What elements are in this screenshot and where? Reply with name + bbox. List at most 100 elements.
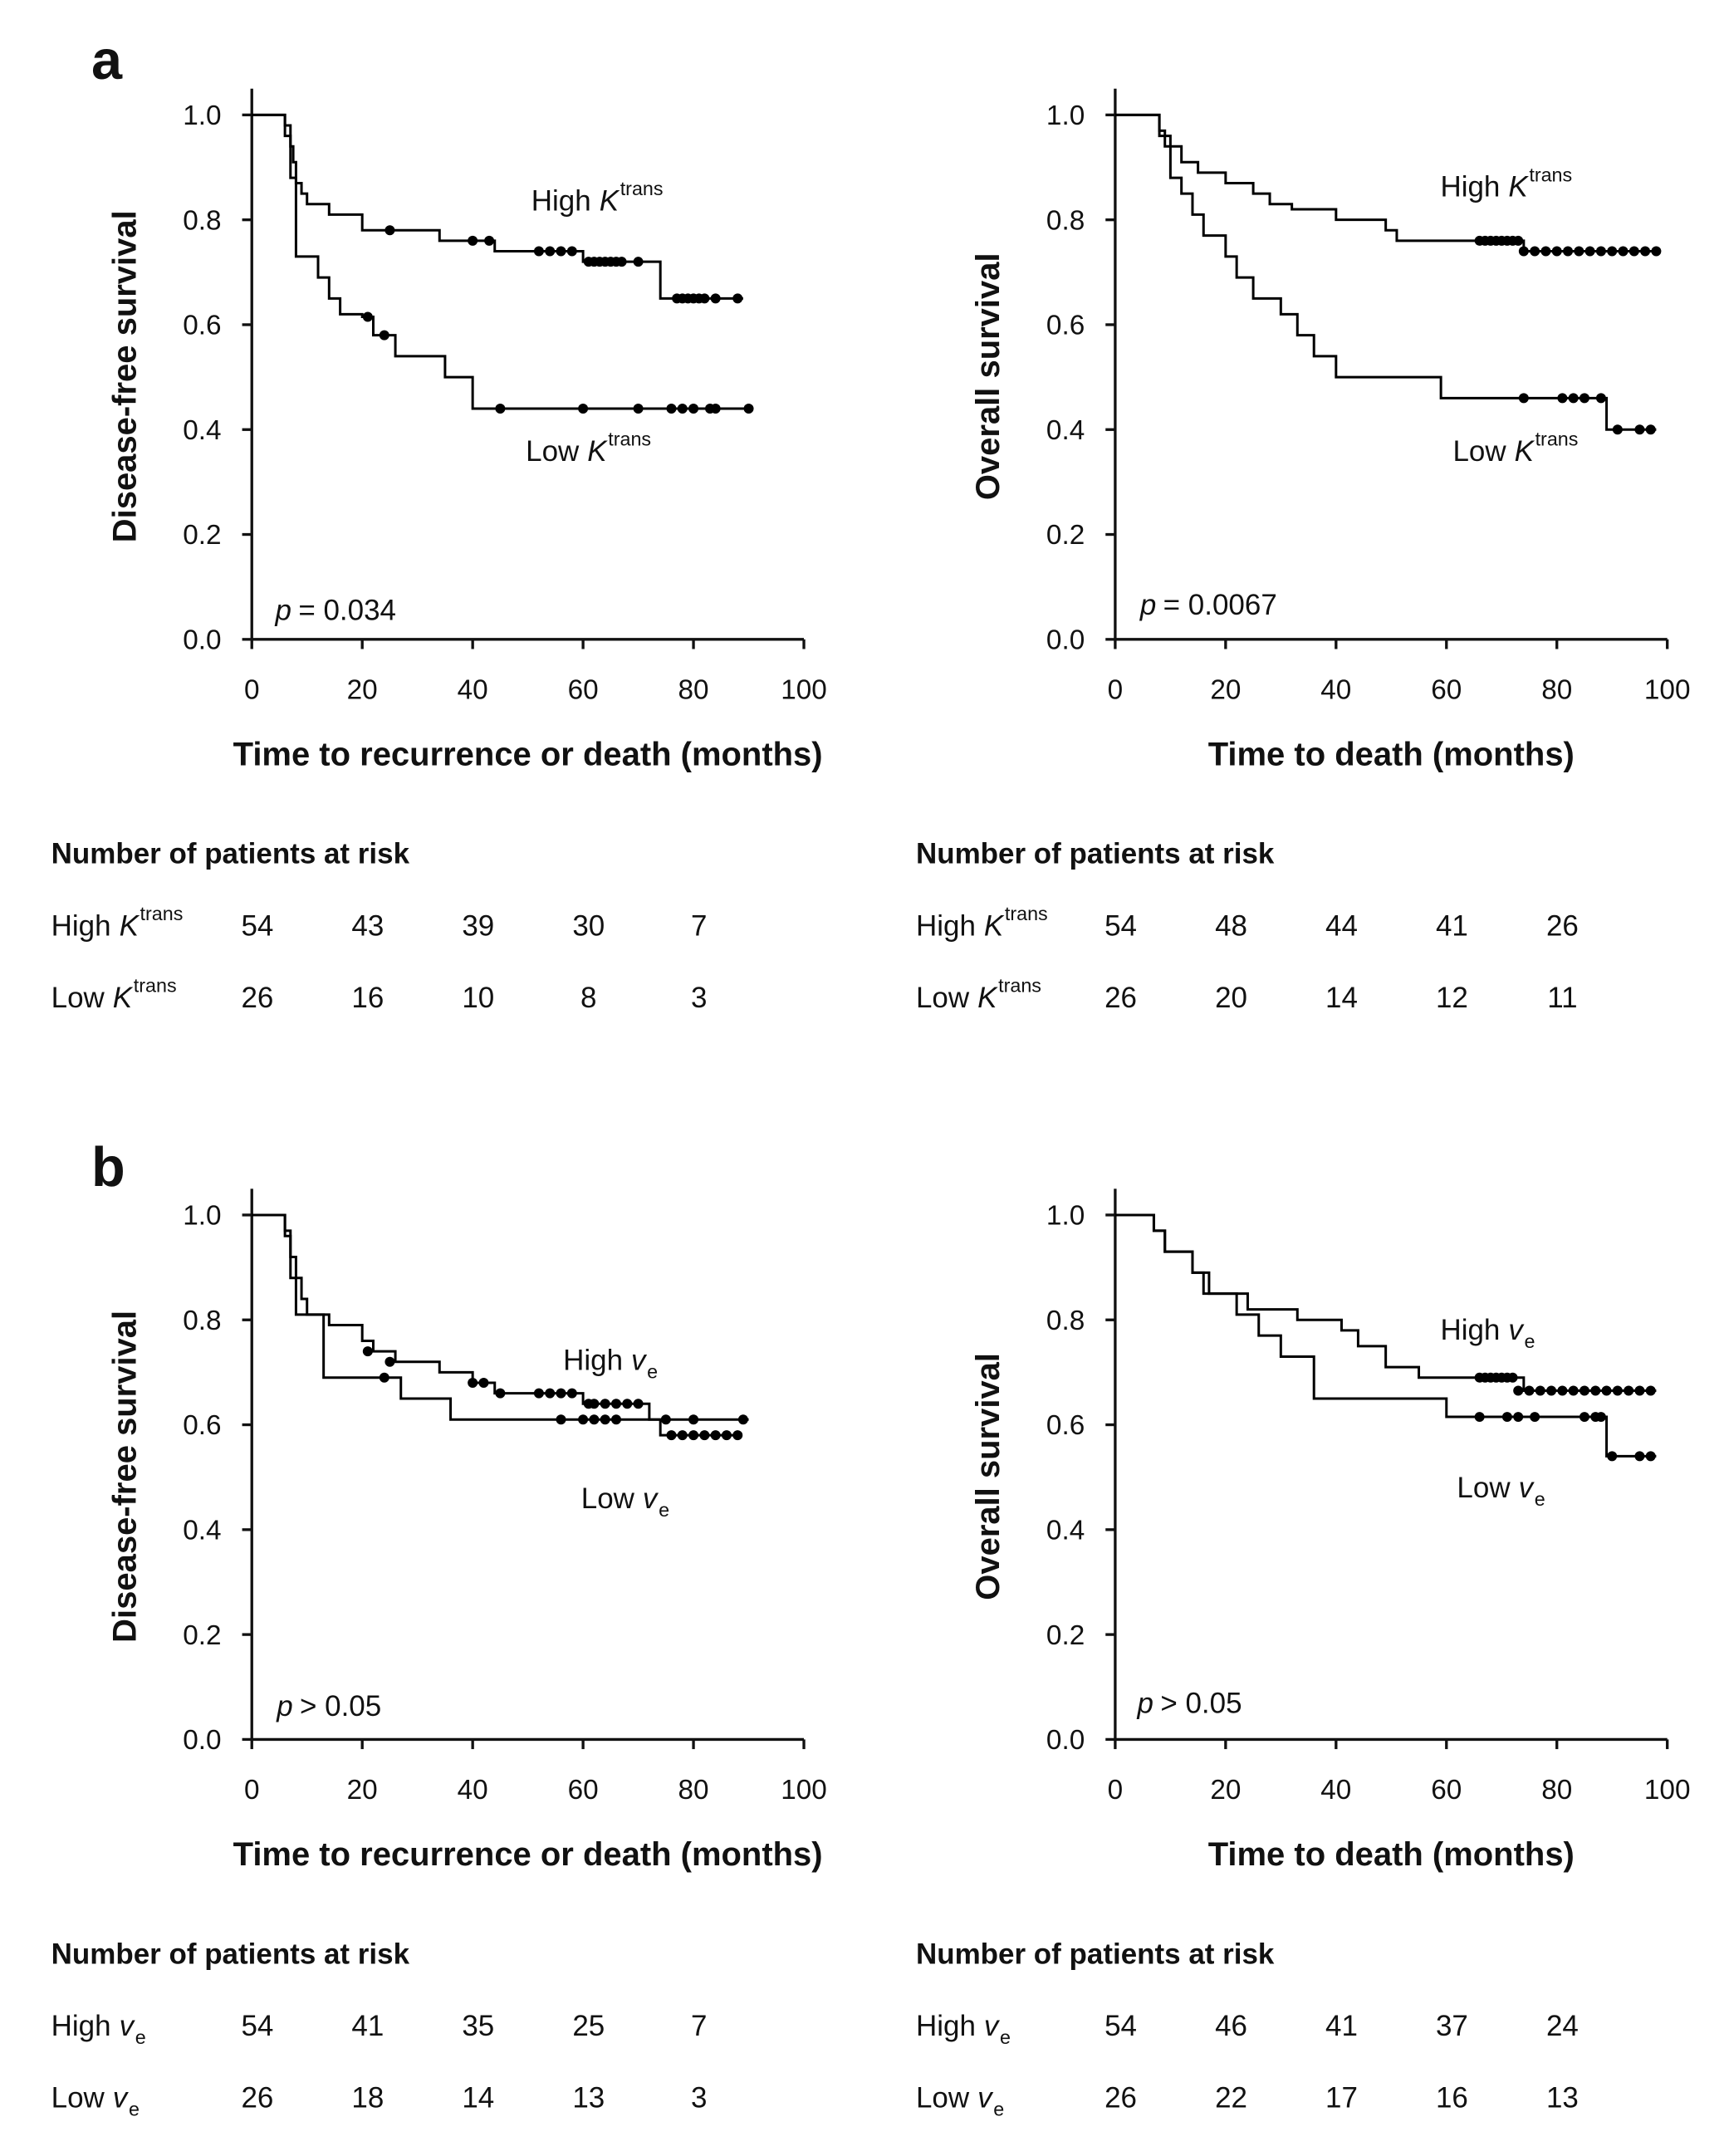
censor-mark	[633, 403, 644, 414]
risk-count: 12	[1436, 982, 1468, 1014]
risk-count: 18	[351, 2082, 384, 2114]
y-tick-label: 0.0	[183, 625, 221, 655]
series-label: High v e	[563, 1345, 658, 1383]
censor-mark	[1574, 246, 1584, 257]
survival-curve	[252, 113, 743, 300]
censor-mark	[1513, 235, 1524, 246]
y-tick-label: 0.6	[183, 311, 221, 341]
censor-mark	[616, 257, 627, 267]
censor-mark	[600, 1399, 610, 1409]
label-name: Low	[916, 982, 970, 1014]
censor-mark	[1568, 393, 1579, 404]
censor-mark	[1513, 1385, 1524, 1396]
y-tick-label: 0.4	[183, 415, 221, 446]
censor-mark	[1612, 1385, 1623, 1396]
censor-mark	[1640, 246, 1651, 257]
risk-count: 26	[1104, 2082, 1137, 2114]
risk-count: 16	[351, 982, 384, 1014]
x-tick-label: 0	[1108, 674, 1124, 705]
label-script: e	[647, 1361, 658, 1383]
censor-mark	[737, 1414, 748, 1425]
censor-mark	[1579, 1385, 1589, 1396]
series-label: High v e	[1440, 1314, 1535, 1352]
label-script: e	[135, 2026, 146, 2048]
label-script: e	[129, 2099, 140, 2120]
risk-count: 39	[462, 909, 494, 942]
risk-count: 16	[1436, 2082, 1468, 2114]
risk-count: 22	[1215, 2082, 1247, 2114]
y-tick-label: 0.4	[183, 1515, 221, 1546]
censor-mark	[1551, 246, 1562, 257]
label-script: trans	[608, 429, 651, 450]
x-tick-label: 40	[1320, 1775, 1351, 1806]
risk-count: 26	[241, 982, 273, 1014]
censor-mark	[484, 235, 495, 246]
p-text: > 0.05	[300, 1690, 381, 1722]
label-name: High	[916, 2010, 976, 2042]
p-text: = 0.0067	[1163, 589, 1277, 621]
label-symbol: K	[113, 982, 134, 1014]
risk-count: 3	[691, 2082, 707, 2114]
risk-table-title: Number of patients at risk	[51, 1938, 410, 1970]
label-script: trans	[134, 975, 177, 997]
risk-count: 14	[1325, 982, 1358, 1014]
censor-mark	[495, 403, 506, 414]
p-value: p > 0.05	[276, 1690, 381, 1722]
risk-count: 10	[462, 982, 494, 1014]
p-value: p = 0.034	[275, 595, 396, 627]
risk-count: 37	[1436, 2010, 1468, 2042]
censor-mark	[1518, 246, 1529, 257]
risk-row-label: Low v e	[916, 2082, 1004, 2120]
x-tick-label: 60	[568, 1775, 599, 1806]
label-symbol: K	[600, 184, 620, 217]
censor-mark	[545, 246, 556, 257]
risk-count: 7	[691, 909, 707, 942]
censor-mark	[495, 1388, 506, 1399]
censor-mark	[533, 1388, 544, 1399]
risk-count: 7	[691, 2010, 707, 2042]
label-name: Low	[51, 982, 105, 1014]
censor-mark	[660, 1414, 671, 1425]
risk-count: 54	[241, 2010, 273, 2042]
censor-mark	[1612, 424, 1623, 435]
label-symbol: v	[631, 1345, 648, 1377]
x-tick-label: 40	[458, 1775, 488, 1806]
survival-curve	[1114, 1213, 1657, 1458]
y-tick-label: 0.2	[1046, 1620, 1085, 1651]
risk-count: 35	[462, 2010, 494, 2042]
censor-mark	[1634, 424, 1645, 435]
label-name: High	[1440, 1314, 1500, 1346]
y-tick-label: 0.8	[183, 205, 221, 236]
label-script: trans	[620, 178, 664, 199]
label-name: Low	[51, 2082, 105, 2114]
y-tick-label: 0.8	[1046, 205, 1085, 236]
risk-count: 54	[1104, 2010, 1137, 2042]
label-name: High	[531, 184, 591, 217]
y-tick-label: 0.0	[183, 1725, 221, 1756]
risk-count: 48	[1215, 909, 1247, 942]
p-text: = 0.034	[298, 595, 396, 627]
risk-table-title: Number of patients at risk	[916, 1938, 1275, 1970]
risk-count: 13	[1546, 2082, 1579, 2114]
x-tick-label: 80	[678, 674, 709, 705]
y-tick-label: 0.2	[183, 1620, 221, 1651]
censor-mark	[545, 1388, 556, 1399]
x-tick-label: 40	[458, 674, 488, 705]
series-label: Low v e	[1457, 1472, 1545, 1510]
x-axis-title: Time to death (months)	[1208, 1836, 1575, 1873]
y-tick-label: 0.2	[1046, 520, 1085, 551]
label-name: Low	[1452, 435, 1506, 468]
censor-mark	[688, 403, 699, 414]
y-axis-title: Disease-free survival	[106, 1311, 143, 1643]
label-symbol: K	[977, 982, 998, 1014]
label-script: e	[1000, 2026, 1011, 2048]
censor-mark	[710, 293, 721, 304]
censor-mark	[1634, 1451, 1645, 1462]
label-symbol: v	[643, 1482, 659, 1515]
label-symbol: v	[120, 2010, 136, 2042]
censor-mark	[699, 293, 710, 304]
